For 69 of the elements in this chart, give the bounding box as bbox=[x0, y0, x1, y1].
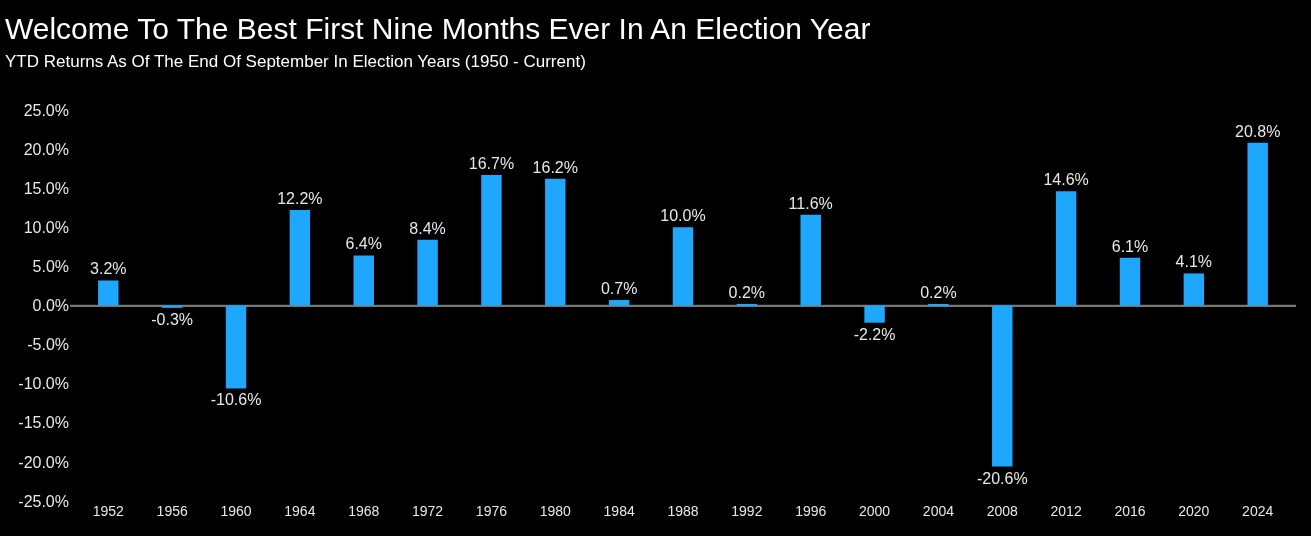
bar bbox=[353, 255, 374, 306]
data-label: 4.1% bbox=[1175, 253, 1213, 271]
x-tick-label: 1996 bbox=[795, 503, 827, 519]
x-tick-label: 2016 bbox=[1114, 503, 1146, 519]
y-tick-label: 0.0% bbox=[32, 297, 69, 315]
x-tick-label: 1960 bbox=[220, 503, 252, 519]
bar bbox=[1183, 273, 1205, 306]
x-tick-label: 2012 bbox=[1050, 503, 1082, 519]
x-tick-label: 1980 bbox=[539, 503, 572, 519]
x-tick-label: 1984 bbox=[603, 503, 635, 519]
data-label: -0.3% bbox=[151, 310, 194, 328]
chart-subtitle: YTD Returns As Of The End Of September In Election Years (1950 - Current) bbox=[5, 52, 586, 71]
y-tick-label: -5.0% bbox=[27, 336, 69, 354]
data-label: 3.2% bbox=[90, 260, 127, 278]
y-tick-label: 15.0% bbox=[23, 179, 69, 197]
bar bbox=[1247, 142, 1268, 306]
x-tick-label: 1988 bbox=[667, 503, 699, 519]
bar bbox=[800, 214, 821, 306]
data-label: 6.4% bbox=[345, 235, 382, 253]
x-tick-label: 1952 bbox=[92, 503, 125, 519]
bar bbox=[225, 305, 247, 389]
x-tick-label: 1968 bbox=[348, 503, 380, 519]
data-label: 20.8% bbox=[1235, 122, 1281, 140]
bar bbox=[864, 305, 885, 323]
data-label: 0.7% bbox=[600, 280, 638, 298]
bar bbox=[98, 280, 119, 306]
y-tick-label: -20.0% bbox=[18, 453, 69, 471]
y-tick-label: 5.0% bbox=[32, 258, 69, 275]
bar bbox=[672, 227, 694, 306]
data-label: -2.2% bbox=[853, 325, 896, 343]
bar bbox=[1119, 257, 1141, 306]
data-label: -10.6% bbox=[210, 391, 262, 409]
bar bbox=[992, 305, 1013, 467]
x-tick-label: 2000 bbox=[858, 503, 891, 519]
y-tick-label: -15.0% bbox=[18, 414, 69, 432]
chart-title: Welcome To The Best First Nine Months Ever In An Election Year bbox=[5, 12, 871, 45]
data-label: 10.0% bbox=[660, 207, 706, 225]
x-tick-label: 2004 bbox=[922, 503, 955, 519]
data-label: 11.6% bbox=[788, 194, 833, 212]
x-tick-label: 1972 bbox=[412, 503, 444, 519]
data-label: 16.7% bbox=[468, 154, 515, 172]
data-label: 0.2% bbox=[920, 283, 957, 301]
bar bbox=[545, 178, 566, 306]
x-tick-label: 2020 bbox=[1178, 503, 1210, 519]
y-tick-label: -10.0% bbox=[18, 375, 69, 393]
bar bbox=[736, 303, 758, 306]
bar bbox=[928, 303, 949, 306]
bar bbox=[1055, 191, 1077, 306]
bar bbox=[417, 239, 438, 306]
y-tick-label: 10.0% bbox=[23, 218, 69, 236]
data-label: 12.2% bbox=[277, 190, 323, 208]
data-label: -20.6% bbox=[976, 469, 1028, 487]
bar bbox=[481, 174, 502, 306]
x-tick-label: 1976 bbox=[475, 503, 508, 519]
y-tick-label: 25.0% bbox=[23, 101, 69, 119]
x-tick-label: 2008 bbox=[986, 503, 1019, 519]
y-tick-label: 20.0% bbox=[23, 140, 69, 158]
x-tick-label: 1956 bbox=[156, 503, 188, 519]
bar bbox=[608, 300, 630, 306]
data-label: 0.2% bbox=[728, 283, 766, 301]
x-tick-label: 1992 bbox=[731, 503, 763, 519]
data-label: 6.1% bbox=[1111, 237, 1149, 255]
x-tick-label: 2024 bbox=[1242, 503, 1274, 519]
data-label: 16.2% bbox=[532, 158, 578, 176]
x-tick-label: 1964 bbox=[284, 503, 316, 519]
y-tick-label: -25.0% bbox=[18, 492, 69, 510]
data-label: 14.6% bbox=[1043, 171, 1089, 189]
bar bbox=[289, 210, 311, 306]
data-label: 8.4% bbox=[409, 219, 446, 237]
